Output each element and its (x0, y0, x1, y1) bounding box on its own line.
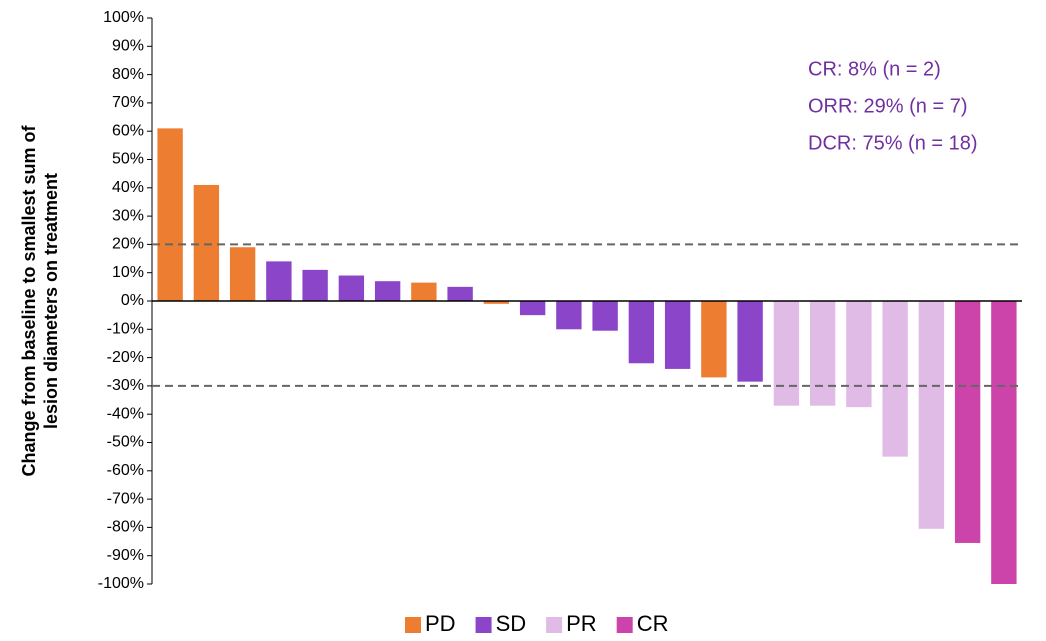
bar (193, 184, 220, 301)
bar (556, 301, 582, 330)
bar (411, 282, 437, 301)
y-tick-label: 30% (112, 207, 144, 224)
bar (374, 281, 401, 301)
y-tick-label: -20% (107, 349, 144, 366)
y-axis-title: Change from baseline to smallest sum of … (19, 124, 61, 476)
y-tick-label: 0% (121, 292, 144, 309)
bar (773, 301, 800, 406)
bar (737, 301, 763, 382)
y-tick-label: -40% (107, 405, 144, 422)
bar (592, 301, 618, 331)
annotation: DCR: 75% (n = 18) (808, 132, 978, 154)
legend-swatch (546, 617, 563, 633)
y-tick-label: -50% (107, 434, 144, 451)
bar (664, 301, 691, 369)
bar (846, 301, 872, 408)
bar (918, 301, 945, 529)
y-tick-label: 80% (112, 66, 144, 83)
y-tick-label: 20% (112, 236, 144, 253)
bar (447, 286, 473, 301)
y-tick-label: 70% (112, 94, 144, 111)
y-tick-label: -100% (98, 575, 144, 592)
legend-label: PD (425, 611, 456, 636)
bar (882, 301, 908, 457)
y-tick-label: -30% (107, 377, 144, 394)
y-tick-label: -10% (107, 321, 144, 338)
bar (701, 301, 727, 378)
y-tick-label: 60% (112, 122, 144, 139)
bar (483, 301, 510, 304)
y-tick-label: 40% (112, 179, 144, 196)
y-tick-label: 90% (112, 38, 144, 55)
y-tick-label: 50% (112, 151, 144, 168)
y-tick-label: 10% (112, 264, 144, 281)
bar (809, 301, 836, 406)
y-tick-label: -80% (107, 519, 144, 536)
annotation: ORR: 29% (n = 7) (808, 95, 968, 117)
y-tick-label: -60% (107, 462, 144, 479)
y-tick-label: -90% (107, 547, 144, 564)
bar (157, 128, 183, 301)
y-tick-label: -70% (107, 490, 144, 507)
bar (954, 301, 981, 543)
bar (266, 261, 292, 301)
legend-label: SD (496, 611, 527, 636)
bar (338, 275, 365, 301)
legend-label: CR (637, 611, 669, 636)
bar (302, 269, 328, 301)
legend-swatch (475, 617, 492, 633)
y-tick-label: 100% (103, 9, 144, 26)
legend-label: PR (566, 611, 597, 636)
bar (991, 301, 1017, 584)
y-label-line: Change from baseline to smallest sum of (19, 124, 39, 476)
bar (519, 301, 546, 316)
legend-swatch (616, 617, 633, 633)
bar (628, 301, 655, 364)
annotation: CR: 8% (n = 2) (808, 58, 941, 80)
y-label-line: lesion diameters on treatment (41, 173, 61, 429)
legend-swatch (405, 617, 421, 633)
bar (229, 247, 256, 301)
